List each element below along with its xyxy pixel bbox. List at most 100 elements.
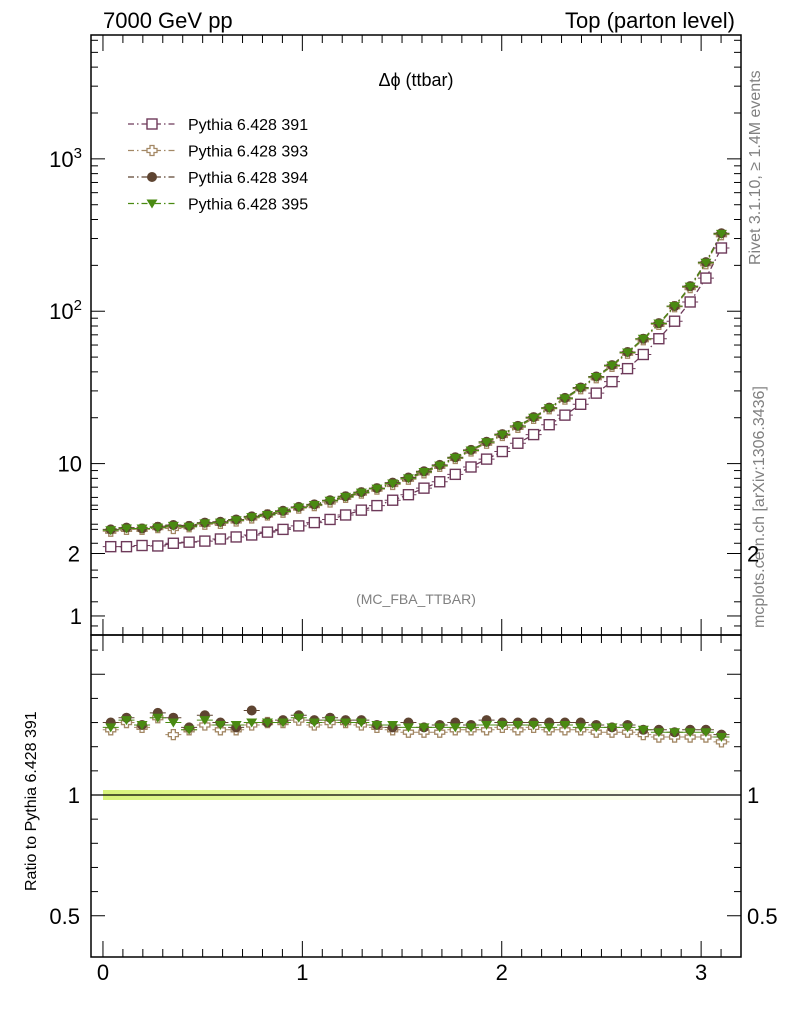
data-point [559,394,571,404]
data-point [528,413,540,423]
data-point [606,361,618,371]
data-point [214,533,227,545]
legend-label: Pythia 6.428 395 [188,197,308,214]
data-point [199,535,211,547]
ratio-point [575,723,587,733]
data-point [230,516,242,526]
data-point [684,296,696,308]
data-point [590,387,602,399]
ratio-ylabel: Ratio to Pythia 6.428 391 [23,711,40,891]
ratio-point [481,720,493,730]
chart-title: Δϕ (ttbar) [378,70,453,90]
ratio-point [230,720,242,730]
data-point [653,333,665,345]
data-point [324,496,336,506]
data-point [387,479,399,489]
data-point [700,272,712,284]
ratio-point [355,718,367,728]
ratio-point [387,720,399,730]
ratio-point [246,718,258,728]
data-point [136,539,148,552]
ratio-point [261,718,273,728]
y-tick-label: 102 [49,297,82,324]
header-right: Top (parton level) [565,8,735,33]
data-point [418,482,430,494]
ratio-point [669,728,681,738]
ratio-point [152,713,164,723]
ratio-point [308,718,320,728]
data-point [120,540,133,553]
ratio-point [105,723,117,733]
data-point [152,540,164,552]
ratio-point [136,720,148,730]
data-point [512,437,524,449]
data-point [167,521,179,531]
ratio-point [543,723,555,733]
data-point [308,516,321,529]
data-point [120,524,132,534]
data-point [355,504,368,516]
data-point [480,453,493,465]
data-point [293,520,305,532]
data-point [386,494,399,506]
legend-marker [146,199,158,209]
x-tick-label: 0 [97,960,109,985]
data-point [434,476,446,488]
data-point [293,503,305,513]
data-point [574,398,587,410]
data-point [465,461,477,473]
data-point [340,492,352,502]
data-point [700,258,712,268]
y-tick-label: 10 [58,452,82,477]
x-tick-label: 1 [296,960,308,985]
ratio-tick-label-right: 1 [747,783,759,808]
data-point [575,384,587,394]
data-point [308,500,320,510]
legend-marker [146,144,158,157]
ratio-point [183,725,195,735]
data-point [246,513,258,523]
ratio-point [277,718,289,728]
data-point [402,474,414,484]
ratio-point [637,725,649,735]
data-point [606,375,618,388]
ratio-point [590,723,602,733]
ratio-point [214,720,226,730]
data-point [543,419,555,431]
data-point [105,540,117,553]
ratio-point [418,723,430,733]
series-lines [110,232,723,548]
data-point [653,319,665,329]
data-point [371,499,383,512]
axis-tick-labels: 1 10 102 103 0 1 2 3 0.5 0.5 1 1 2 2 [49,145,777,985]
data-point [715,242,728,254]
y-tick-label: 103 [49,145,82,172]
ratio-plot-frame [90,634,742,958]
data-point [590,373,602,383]
x-tick-label: 3 [695,960,707,985]
data-point [183,522,195,532]
ratio-point [167,718,179,728]
data-point [230,531,242,543]
data-point [199,519,211,529]
series-line-3 [110,232,723,531]
data-point [621,362,634,375]
ratio-tick-label-right: 2 [747,542,759,567]
data-point [481,438,493,448]
data-point [277,507,289,517]
data-point [136,524,148,534]
axis-ticks [91,35,742,957]
ratio-tick-label-left: 1 [68,783,80,808]
legend-marker [147,172,157,182]
data-point [152,523,164,533]
y-tick-label: 1 [70,604,82,629]
data-point [669,302,681,312]
data-point [261,510,273,520]
rivet-label: Rivet 3.1.10, ≥ 1.4M events [747,70,764,265]
ratio-point [512,720,524,730]
ratio-point [293,713,305,723]
ratio-point [371,720,383,730]
ratio-point [434,723,446,733]
ratio-point [449,723,461,733]
